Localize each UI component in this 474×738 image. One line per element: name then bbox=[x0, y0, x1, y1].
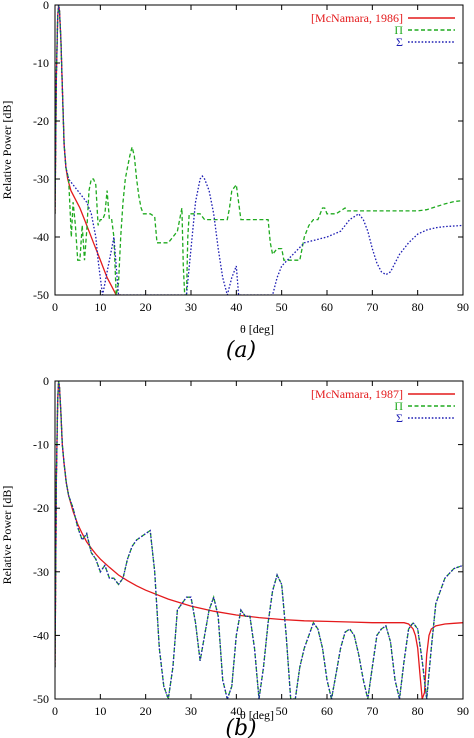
y-axis-label-a: Relative Power [dB] bbox=[0, 101, 14, 200]
x-axis-label-a: θ [deg] bbox=[240, 322, 274, 336]
chart-panel-b: Relative Power [dB] θ [deg] (b) 0 10 20 30 4… bbox=[0, 374, 469, 738]
x-tick-label-a: 60 bbox=[321, 300, 333, 314]
legend-label-b-1: [McNamara, 1987] bbox=[311, 387, 403, 401]
y-tick-label-a: 0 bbox=[43, 0, 49, 12]
x-tick-label-b: 90 bbox=[457, 704, 469, 718]
x-tick-label-b: 10 bbox=[94, 704, 106, 718]
y-tick-label-b: -30 bbox=[33, 565, 49, 579]
y-tick-label-a: -50 bbox=[33, 288, 49, 302]
y-tick-label-b: 0 bbox=[43, 374, 49, 388]
x-tick-label-b: 30 bbox=[185, 704, 197, 718]
x-tick-label-a: 80 bbox=[412, 300, 424, 314]
y-tick-label-b: -50 bbox=[33, 692, 49, 706]
plot-area-a bbox=[55, 5, 463, 295]
x-tick-label-b: 50 bbox=[276, 704, 288, 718]
x-axis-label-b: θ [deg] bbox=[240, 708, 274, 722]
x-tick-label-a: 10 bbox=[94, 300, 106, 314]
x-tick-label-b: 40 bbox=[230, 704, 242, 718]
x-tick-label-b: 60 bbox=[321, 704, 333, 718]
x-tick-label-a: 0 bbox=[52, 300, 58, 314]
y-tick-label-a: -20 bbox=[33, 114, 49, 128]
x-tick-label-a: 50 bbox=[276, 300, 288, 314]
x-tick-label-b: 70 bbox=[366, 704, 378, 718]
y-tick-label-a: -10 bbox=[33, 56, 49, 70]
legend-label-b-3: Σ bbox=[396, 411, 403, 425]
plot-frame-a bbox=[54, 4, 464, 296]
x-tick-label-a: 40 bbox=[230, 300, 242, 314]
x-tick-label-a: 70 bbox=[366, 300, 378, 314]
legend-label-a-3: Σ bbox=[396, 35, 403, 49]
y-tick-label-b: -40 bbox=[33, 628, 49, 642]
series-line-b-3 bbox=[55, 381, 463, 699]
legend-b: [McNamara, 1987]ΠΣ bbox=[311, 387, 455, 425]
x-tick-label-b: 0 bbox=[52, 704, 58, 718]
legend-label-a-2: Π bbox=[394, 23, 403, 37]
panel-caption-a: (a) bbox=[226, 338, 256, 363]
x-tick-label-a: 90 bbox=[457, 300, 469, 314]
plot-frame-b bbox=[54, 380, 464, 700]
x-tick-label-b: 80 bbox=[412, 704, 424, 718]
y-axis-label-b: Relative Power [dB] bbox=[0, 486, 14, 585]
x-tick-label-b: 20 bbox=[140, 704, 152, 718]
y-tick-label-a: -40 bbox=[33, 230, 49, 244]
legend-label-a-1: [McNamara, 1986] bbox=[311, 11, 403, 25]
legend-a: [McNamara, 1986]ΠΣ bbox=[311, 11, 455, 49]
y-tick-label-b: -20 bbox=[33, 501, 49, 515]
plot-area-b bbox=[55, 381, 463, 699]
series-line-a-3 bbox=[55, 5, 463, 295]
x-tick-label-a: 20 bbox=[140, 300, 152, 314]
chart-panel-a: Relative Power [dB] θ [deg] (a) 0 10 20 30 4… bbox=[0, 0, 469, 363]
legend-label-b-2: Π bbox=[394, 399, 403, 413]
x-tick-label-a: 30 bbox=[185, 300, 197, 314]
y-tick-label-a: -30 bbox=[33, 172, 49, 186]
panel-caption-b: (b) bbox=[225, 716, 256, 738]
series-line-b-1 bbox=[55, 381, 463, 699]
y-tick-label-b: -10 bbox=[33, 438, 49, 452]
series-line-b-2 bbox=[55, 381, 463, 699]
